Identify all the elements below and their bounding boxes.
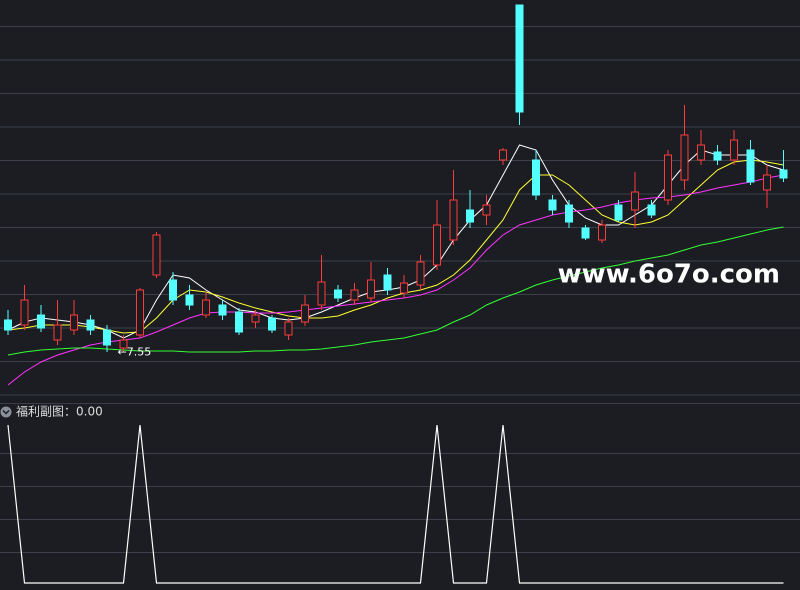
- candle-body: [268, 317, 276, 331]
- candle-body: [581, 227, 590, 239]
- candle-body: [482, 204, 491, 216]
- candle-body: [763, 174, 771, 191]
- candle-body: [317, 281, 326, 306]
- candle-body: [383, 274, 392, 291]
- price-annotation: ←7.55: [118, 346, 152, 359]
- candle-body: [515, 4, 524, 113]
- candle-body: [334, 289, 342, 299]
- candle-body: [466, 209, 474, 223]
- candle-body: [746, 149, 755, 183]
- candle-body: [86, 319, 95, 331]
- candle-body: [152, 234, 161, 276]
- candle-body: [647, 204, 656, 216]
- candle-body: [779, 169, 788, 179]
- candle-body: [301, 304, 309, 323]
- candle-body: [119, 339, 128, 349]
- candle-body: [20, 299, 29, 326]
- signal-line: [7, 424, 784, 584]
- candle-body: [251, 314, 260, 323]
- candle-body: [284, 321, 293, 336]
- watermark: www.6o7o.com: [558, 260, 780, 290]
- moving-average-line: [7, 174, 784, 386]
- candle-body: [449, 199, 458, 241]
- chevron: [2, 409, 10, 415]
- candle-body: [4, 319, 12, 331]
- candle-body: [350, 289, 359, 301]
- candle-body: [565, 204, 573, 223]
- candle-body: [532, 159, 540, 196]
- collapse-icon[interactable]: [0, 406, 12, 418]
- candle-body: [631, 191, 639, 211]
- candle-body: [713, 151, 722, 161]
- candle-body: [499, 149, 507, 161]
- candle-body: [37, 314, 45, 329]
- moving-average-line: [7, 226, 784, 356]
- candle-body: [367, 279, 375, 299]
- candle-body: [614, 204, 623, 221]
- candle-body: [664, 154, 672, 201]
- candle-body: [235, 311, 243, 333]
- candle-body: [697, 144, 705, 161]
- candle-body: [218, 304, 227, 316]
- candle-body: [433, 224, 441, 266]
- sub-panel-title: 福利副图：0.00: [16, 404, 103, 419]
- candle-body: [103, 329, 111, 346]
- candle-body: [400, 282, 408, 294]
- candle-body: [169, 279, 177, 301]
- sub-grid: [0, 425, 800, 585]
- candle-body: [202, 299, 210, 316]
- candle-body: [53, 324, 62, 341]
- candle-body: [598, 224, 606, 241]
- candle-body: [548, 199, 557, 211]
- candle-body: [185, 294, 194, 306]
- candle-body: [136, 289, 144, 336]
- candle-body: [730, 139, 738, 161]
- candle-body: [680, 134, 689, 181]
- candle-body: [416, 261, 425, 286]
- candle-body: [70, 314, 78, 331]
